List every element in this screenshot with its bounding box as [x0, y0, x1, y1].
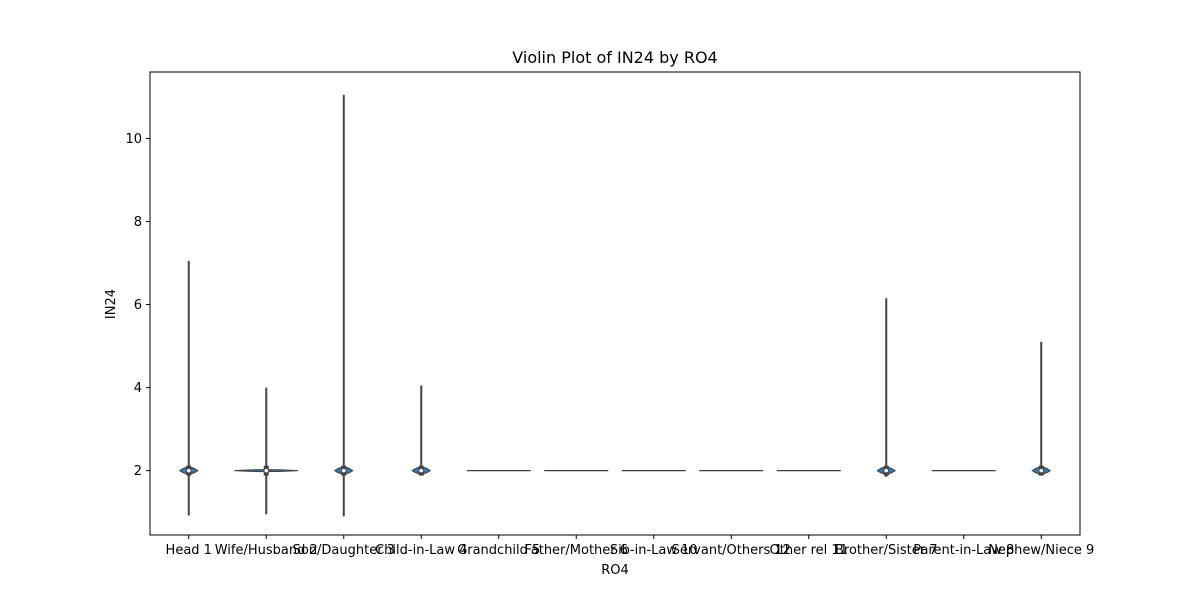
x-tick-label: Child-in-Law 4: [375, 543, 467, 558]
y-tick-label: 8: [134, 215, 142, 230]
y-tick-label: 6: [134, 298, 142, 313]
violin-median: [884, 468, 889, 473]
chart-title: Violin Plot of IN24 by RO4: [512, 48, 717, 67]
violin: [178, 260, 199, 516]
x-tick-label: Other rel 11: [770, 543, 848, 558]
y-axis: 2 4 6 8 10: [125, 132, 150, 479]
violin: [1031, 341, 1052, 476]
x-tick-label: Wife/Husband 2: [215, 543, 318, 558]
y-tick-label: 10: [125, 132, 142, 147]
violin-median: [186, 468, 191, 473]
violin-median: [264, 468, 269, 473]
x-tick-label: Brother/Sister 7: [835, 543, 937, 558]
violin-median: [1039, 468, 1044, 473]
violin: [333, 94, 354, 517]
x-tick-label: Grandchild 5: [457, 543, 540, 558]
violin: [234, 387, 299, 515]
y-tick-label: 4: [134, 381, 142, 396]
x-axis-label: RO4: [601, 563, 629, 578]
violin: [876, 298, 897, 477]
y-axis-label: IN24: [104, 289, 119, 319]
x-tick-label: Head 1: [166, 543, 212, 558]
x-tick-label: Father/Mother 6: [524, 543, 628, 558]
x-tick-label: Sib-in-Law 10: [610, 543, 698, 558]
y-tick-label: 2: [134, 464, 142, 479]
axes-frame: [149, 71, 1081, 536]
x-tick-label: Servant/Others 12: [672, 543, 791, 558]
x-tick-label: Nephew/Niece 9: [988, 543, 1094, 558]
violin-median: [341, 468, 346, 473]
x-tick-label: Parent-in-Law 8: [913, 543, 1014, 558]
plot-area: [178, 94, 1052, 517]
violin-median: [419, 468, 424, 473]
x-tick-label: Son/Daughter 3: [293, 543, 395, 558]
violin: [411, 385, 432, 476]
